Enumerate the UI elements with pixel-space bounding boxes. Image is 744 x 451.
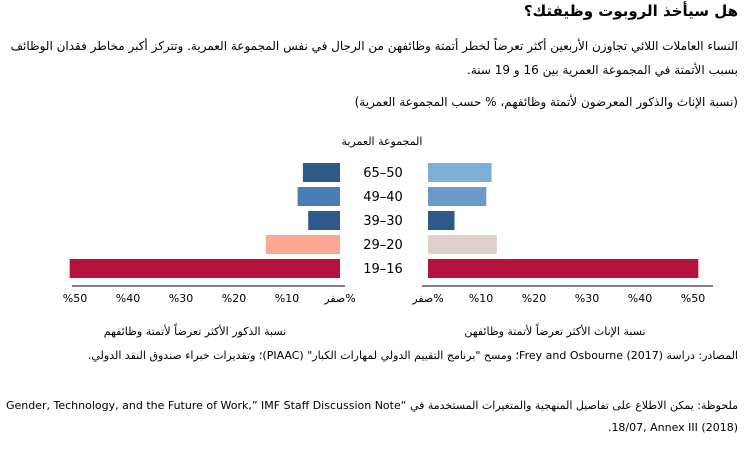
female-series (428, 163, 699, 278)
category-label: 19–16 (363, 262, 403, 277)
male-series (69, 163, 340, 278)
x-tick-label: %50 (681, 292, 705, 305)
right-tick-labels: صفر% %10 %20 %30 %40 %50 (411, 292, 705, 305)
x-tick-label: %40 (116, 292, 140, 305)
female-bar (428, 235, 497, 254)
x-tick-label: صفر% (323, 292, 355, 305)
x-tick-label: صفر% (411, 292, 443, 305)
left-tick-labels: %50 %40 %30 %20 %10 صفر% (63, 292, 356, 305)
male-bar (297, 187, 340, 206)
category-label: 39–30 (363, 214, 403, 229)
butterfly-chart: المجموعة العمرية 65–50 49–40 39–30 29–20 19–… (63, 135, 713, 338)
x-tick-label: %30 (169, 292, 193, 305)
x-tick-label: %30 (575, 292, 599, 305)
female-bar (428, 211, 455, 230)
category-labels: 65–50 49–40 39–30 29–20 19–16 (363, 166, 403, 277)
category-label: 49–40 (363, 190, 403, 205)
male-bar (308, 211, 340, 230)
female-bar (428, 187, 487, 206)
sources-footnote: المصادر: دراسة (Frey and Osbourne (2017؛… (87, 349, 738, 362)
female-series-label: نسبة الإناث الأكثر تعرضاً لأتمتة وظائفهن (464, 323, 645, 338)
chart-title: هل سيأخذ الروبوت وظيفتك؟ (523, 2, 738, 20)
category-label: 29–20 (363, 238, 403, 253)
male-bar (265, 235, 340, 254)
x-tick-label: %20 (522, 292, 546, 305)
male-bar (69, 259, 340, 278)
female-bar (428, 163, 492, 182)
x-tick-label: %10 (275, 292, 299, 305)
unit-line: (نسبة الإناث والذكور المعرضون لأتمتة وظا… (354, 95, 738, 109)
x-tick-label: %20 (222, 292, 246, 305)
x-tick-label: %10 (469, 292, 493, 305)
x-tick-label: %40 (628, 292, 652, 305)
chart-subtitle: النساء العاملات اللائي تجاوزن الأربعين أ… (10, 39, 738, 77)
methodology-footnote: ملحوظة: يمكن الاطلاع على تفاصيل المنهجية… (5, 399, 738, 434)
category-axis-title: المجموعة العمرية (342, 135, 423, 148)
male-bar (302, 163, 340, 182)
male-series-label: نسبة الذكور الأكثر تعرضاً لأتمتة وظائفهم (104, 323, 286, 338)
category-label: 65–50 (363, 166, 403, 181)
x-tick-label: %50 (63, 292, 87, 305)
female-bar (428, 259, 699, 278)
